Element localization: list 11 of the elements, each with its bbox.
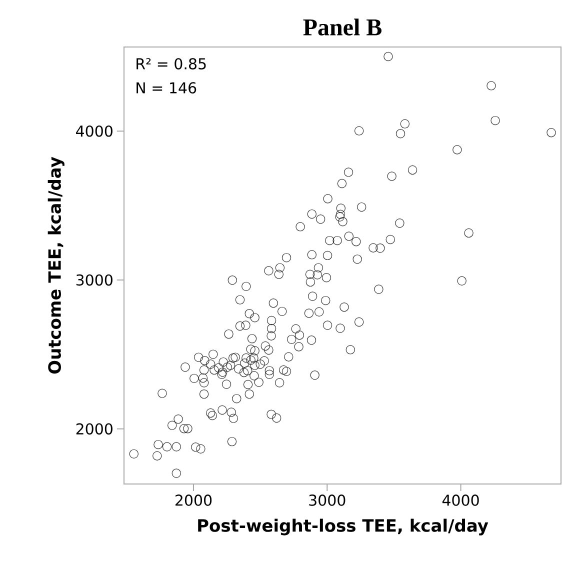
- annotation: R² = 0.85: [136, 58, 206, 70]
- chart-title: Panel B: [303, 18, 382, 36]
- x-axis-title: Post-weight-loss TEE, kcal/day: [198, 518, 488, 536]
- x-tick-label: 3000: [309, 494, 346, 506]
- annotation: N = 146: [136, 82, 196, 94]
- x-tick-label: 2000: [176, 494, 212, 506]
- x-tick-label: 4000: [442, 494, 479, 506]
- y-tick-label: 3000: [76, 274, 112, 286]
- y-tick-label: 4000: [76, 125, 112, 137]
- y-axis-title: Outcome TEE, kcal/day: [48, 156, 64, 374]
- y-tick-label: 2000: [76, 423, 112, 435]
